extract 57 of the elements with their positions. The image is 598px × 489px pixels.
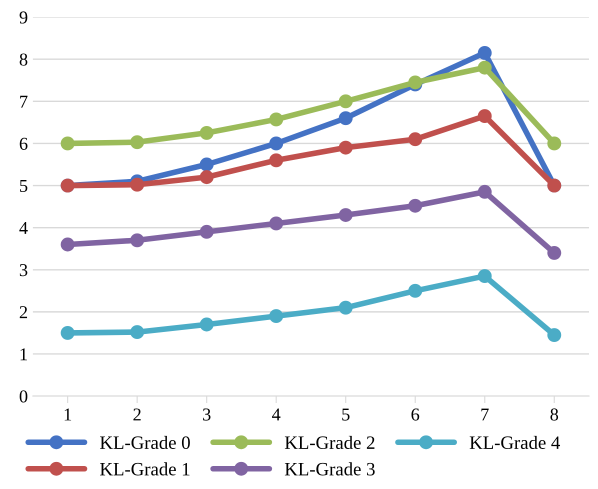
y-tick-label: 7 — [20, 96, 28, 108]
point — [130, 233, 144, 248]
point — [478, 184, 492, 199]
point — [200, 224, 214, 239]
x-tick-label: 7 — [481, 408, 489, 420]
legend-label: KL-Grade 1 — [100, 462, 190, 476]
y-tick-label: 9 — [20, 11, 28, 24]
y-tick-label: 5 — [20, 180, 28, 192]
x-tick-label: 5 — [342, 408, 350, 421]
y-tick-label: 6 — [20, 138, 28, 150]
x-tick-label: 1 — [64, 408, 72, 420]
point — [478, 46, 492, 60]
point — [547, 136, 562, 150]
x-tick-label: 4 — [272, 408, 280, 420]
point — [478, 269, 492, 284]
y-tick-label: 2 — [20, 306, 28, 318]
point — [269, 153, 284, 168]
x-tick-label: 6 — [412, 408, 420, 421]
point — [200, 170, 214, 184]
point — [338, 111, 353, 126]
legend-label: KL-Grade 4 — [470, 436, 560, 450]
point — [478, 60, 492, 75]
y-tick-label: 4 — [19, 222, 28, 234]
point — [130, 178, 144, 192]
point — [269, 136, 284, 150]
point — [130, 325, 144, 340]
x-tick-label: 2 — [133, 408, 141, 420]
point — [408, 75, 422, 90]
y-tick-label: 3 — [20, 264, 28, 276]
point — [338, 94, 353, 108]
y-tick-label: 8 — [20, 53, 28, 66]
y-tick-label: 0 — [20, 390, 28, 403]
point — [338, 140, 353, 155]
point — [269, 216, 284, 230]
y-tick-label: 1 — [20, 348, 27, 360]
point — [269, 309, 284, 324]
legend-label: KL-Grade 0 — [100, 436, 190, 450]
point — [547, 328, 562, 342]
x-tick-label: 8 — [550, 408, 558, 421]
point — [200, 318, 214, 332]
point — [130, 135, 144, 150]
point — [408, 284, 422, 298]
point — [60, 326, 75, 340]
point — [478, 109, 492, 124]
point — [200, 126, 214, 140]
point — [60, 238, 75, 252]
point — [338, 300, 353, 315]
point — [269, 112, 284, 126]
legend-label: KL-Grade 2 — [284, 436, 374, 450]
x-tick-label: 3 — [203, 408, 210, 421]
legend-label: KL-Grade 3 — [284, 462, 375, 476]
point — [60, 136, 75, 150]
point — [200, 158, 214, 172]
point — [338, 208, 353, 222]
point — [547, 246, 562, 260]
point — [408, 198, 422, 213]
point — [408, 132, 422, 146]
